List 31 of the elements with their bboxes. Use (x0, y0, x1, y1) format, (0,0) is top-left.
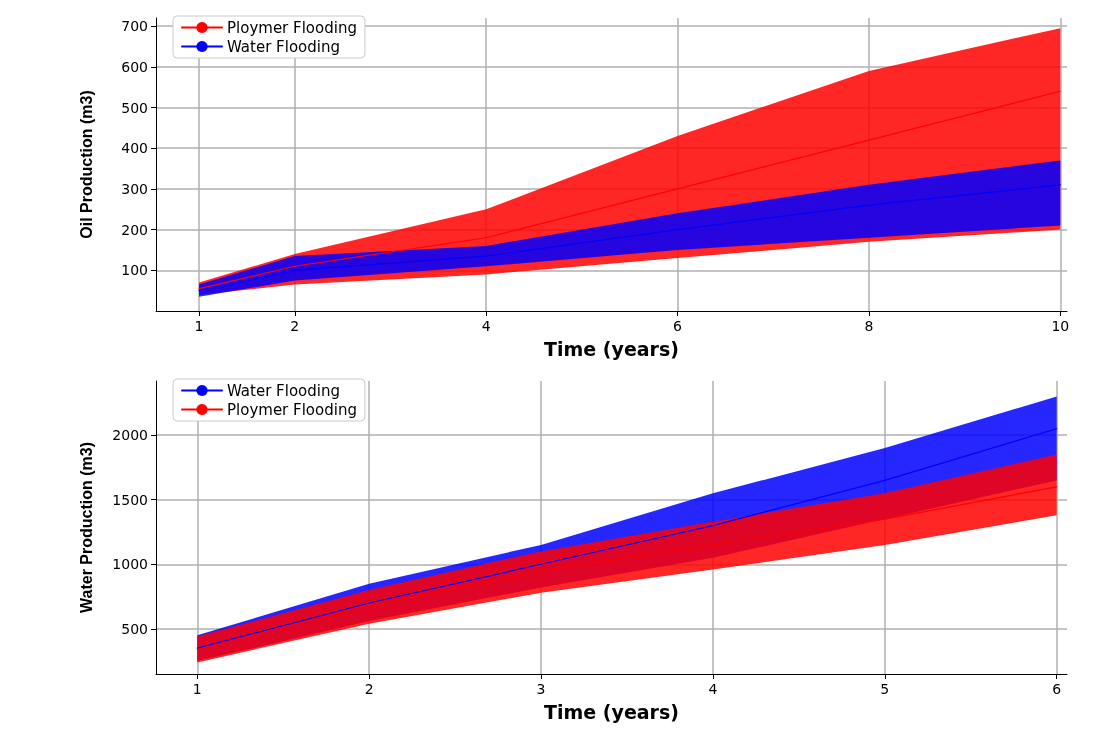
y-tick-label: 700 (121, 18, 148, 35)
x-tick-label: 2 (364, 681, 374, 697)
y-tick-label: 2000 (112, 427, 148, 444)
y-tick-label: 500 (121, 99, 148, 116)
y-tick-label: 300 (121, 180, 148, 197)
x-tick-label: 1 (192, 681, 202, 697)
x-tick-label: 3 (536, 681, 546, 697)
x-tick-label: 8 (864, 318, 874, 334)
x-tick-label: 1 (194, 318, 204, 334)
y-tick-label: 500 (121, 620, 148, 637)
x-tick-label: 10 (1051, 318, 1070, 334)
x-tick-label: 6 (1052, 681, 1062, 697)
y-tick-label: 200 (121, 221, 148, 238)
y-axis-title: Oil Production (m3) (77, 90, 95, 239)
x-axis-title: Time (years) (544, 700, 679, 723)
x-tick-label: 6 (673, 318, 683, 334)
x-tick-label: 2 (290, 318, 300, 334)
x-tick-label: 5 (880, 681, 890, 697)
x-tick-label: 4 (708, 681, 718, 697)
x-axis-title: Time (years) (544, 337, 679, 360)
y-tick-label: 600 (121, 58, 148, 75)
legend-label: Water Flooding (227, 37, 340, 56)
x-tick-label: 4 (481, 318, 491, 334)
y-tick-label: 1000 (112, 556, 148, 573)
legend-label: Water Flooding (227, 381, 340, 400)
y-axis-title: Water Production (m3) (77, 442, 95, 613)
legend-label: Ploymer Flooding (227, 400, 357, 419)
legend-label: Ploymer Flooding (227, 18, 357, 37)
y-tick-label: 1500 (112, 491, 148, 508)
y-tick-label: 100 (121, 262, 148, 279)
y-tick-label: 400 (121, 140, 148, 157)
